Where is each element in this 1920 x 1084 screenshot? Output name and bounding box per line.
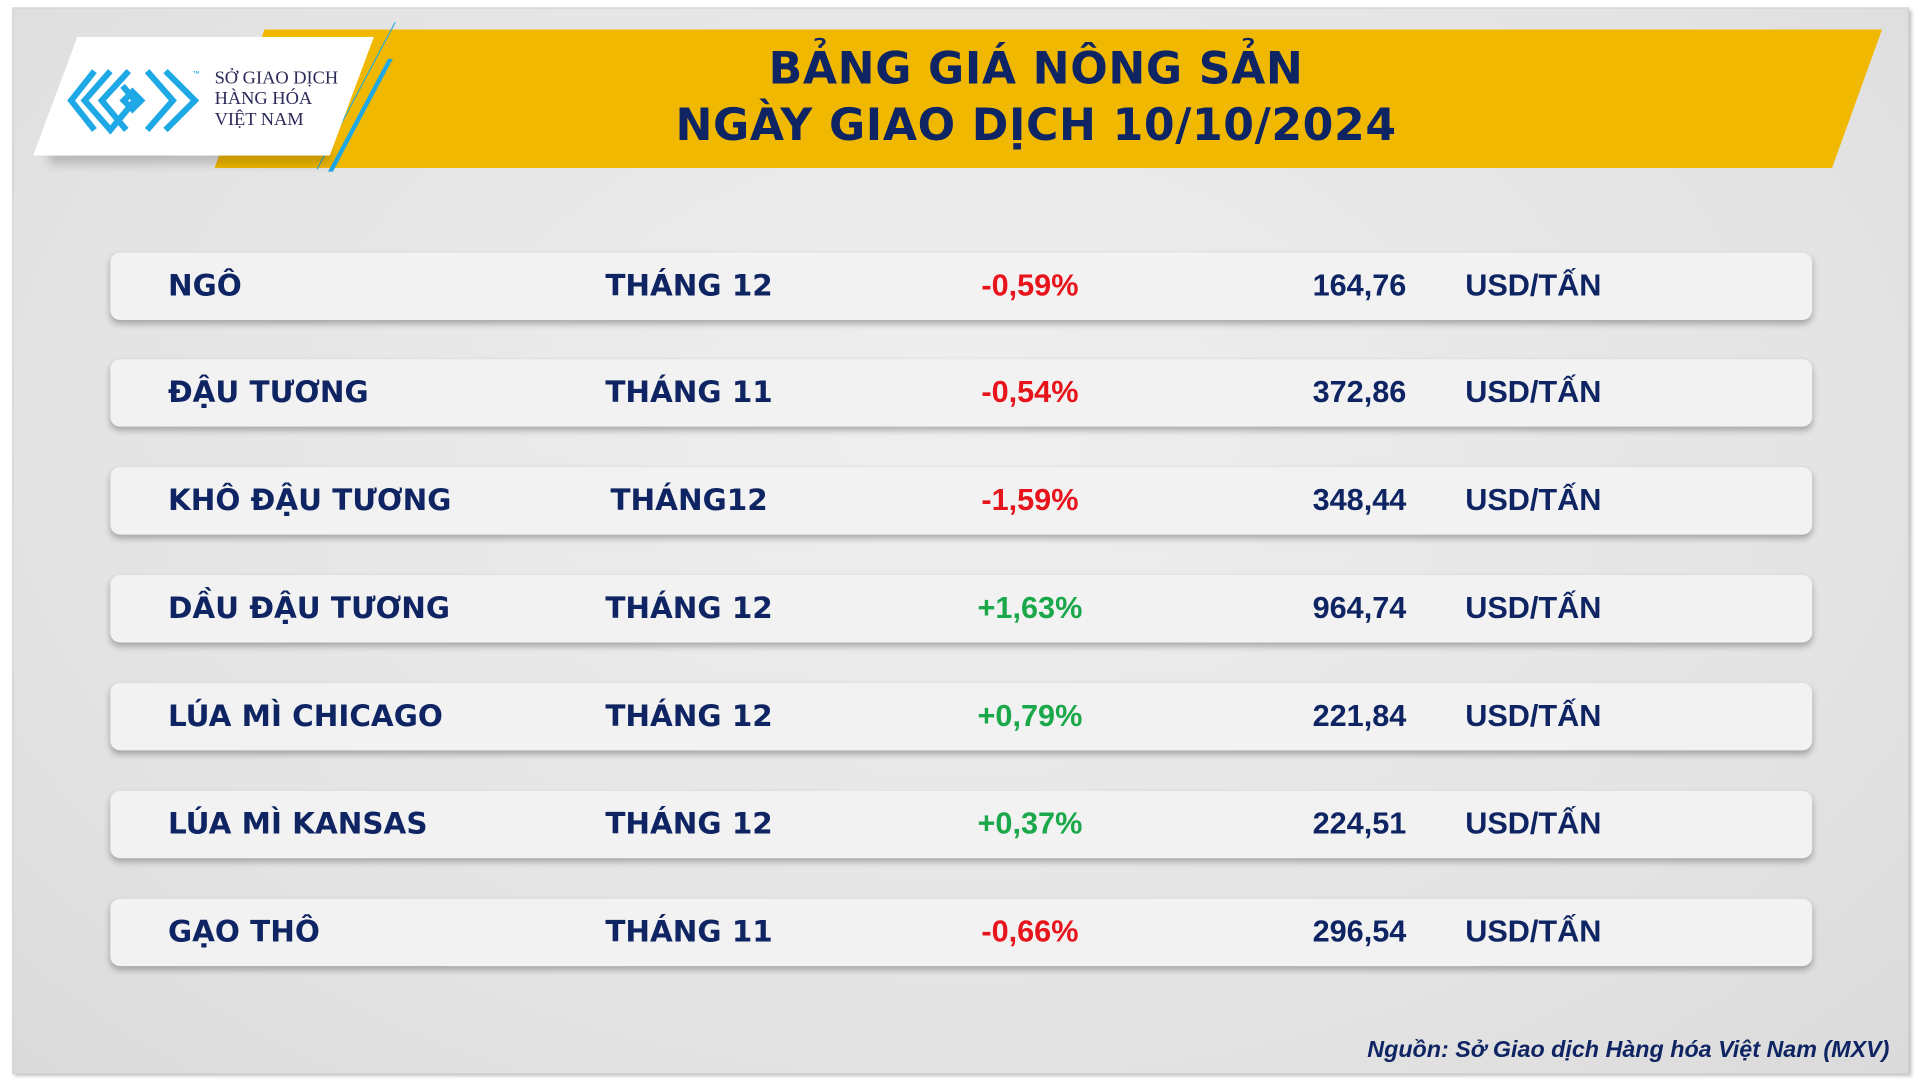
commodity-name: LÚA MÌ KANSAS	[167, 806, 428, 842]
trademark: ™	[192, 71, 200, 79]
logo-text: SỞ GIAO DỊCH HÀNG HÓA VIỆT NAM	[215, 69, 339, 132]
table-row: LÚA MÌ CHICAGO THÁNG 12 +0,79% 221,84 USD/TẤ…	[110, 682, 1813, 751]
price-value: 221,84	[1312, 698, 1407, 734]
logo-line-1: SỞ GIAO DỊCH	[214, 68, 339, 89]
price-change: +1,63%	[977, 590, 1083, 626]
table-row: LÚA MÌ KANSAS THÁNG 12 +0,37% 224,51 USD/TẤN	[110, 790, 1813, 859]
price-value: 296,54	[1312, 914, 1407, 950]
contract-month: THÁNG12	[610, 483, 768, 518]
price-change: +0,37%	[977, 806, 1083, 842]
commodity-name: NGÔ	[167, 268, 242, 303]
price-change: -1,59%	[981, 483, 1079, 518]
contract-month: THÁNG 12	[605, 268, 773, 303]
price-value: 964,74	[1312, 590, 1407, 626]
title-banner	[214, 29, 1883, 168]
commodity-name: GẠO THÔ	[167, 914, 320, 950]
logo-line-2: HÀNG HÓA	[214, 89, 313, 110]
table-row: ĐẬU TƯƠNG THÁNG 11 -0,54% 372,86 USD/TẤN	[110, 359, 1813, 427]
price-value: 164,76	[1312, 268, 1407, 303]
price-unit: USD/TẤN	[1465, 590, 1602, 626]
price-change: -0,59%	[981, 268, 1079, 303]
commodity-name: DẦU ĐẬU TƯƠNG	[167, 590, 451, 626]
logo-line-3: VIỆT NAM	[214, 110, 304, 130]
title-line-2: NGÀY GIAO DỊCH 10/10/2024	[675, 100, 1397, 151]
price-change: -0,66%	[981, 914, 1079, 950]
source-note: Nguồn: Sở Giao dịch Hàng hóa Việt Nam (M…	[1367, 1037, 1890, 1064]
contract-month: THÁNG 12	[605, 698, 773, 734]
price-value: 348,44	[1312, 483, 1407, 518]
price-change: -0,54%	[981, 375, 1079, 410]
price-unit: USD/TẤN	[1465, 375, 1602, 410]
price-unit: USD/TẤN	[1465, 483, 1602, 518]
contract-month: THÁNG 12	[605, 590, 773, 626]
table-row: GẠO THÔ THÁNG 11 -0,66% 296,54 USD/TẤN	[110, 898, 1813, 967]
price-unit: USD/TẤN	[1465, 914, 1602, 950]
price-change: +0,79%	[977, 698, 1083, 734]
contract-month: THÁNG 11	[605, 375, 773, 410]
price-value: 224,51	[1312, 806, 1407, 842]
contract-month: THÁNG 12	[605, 806, 773, 842]
title-line-1: BẢNG GIÁ NÔNG SẢN	[768, 44, 1304, 95]
price-value: 372,86	[1312, 375, 1407, 410]
background-panel	[12, 7, 1910, 1075]
price-unit: USD/TẤN	[1465, 698, 1602, 734]
table-row: KHÔ ĐẬU TƯƠNG THÁNG12 -1,59% 348,44 USD/TẤN	[110, 467, 1813, 535]
contract-month: THÁNG 11	[605, 914, 773, 950]
table-row: NGÔ THÁNG 12 -0,59% 164,76 USD/TẤN	[110, 252, 1813, 321]
commodity-name: KHÔ ĐẬU TƯƠNG	[167, 483, 452, 518]
price-unit: USD/TẤN	[1465, 268, 1602, 303]
price-unit: USD/TẤN	[1465, 806, 1602, 842]
commodity-name: ĐẬU TƯƠNG	[167, 375, 369, 410]
mxv-logo-icon	[67, 68, 200, 135]
table-row: DẦU ĐẬU TƯƠNG THÁNG 12 +1,63% 964,74 USD/TẤN	[110, 575, 1813, 643]
commodity-name: LÚA MÌ CHICAGO	[167, 698, 443, 734]
